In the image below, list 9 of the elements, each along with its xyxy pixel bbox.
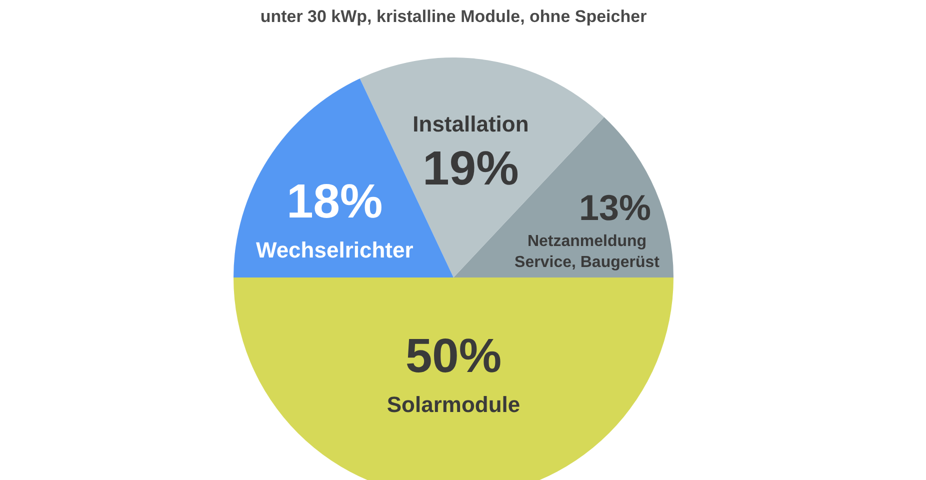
data-label: 13% [579,187,652,228]
slice-label: Netzanmeldung Service, Baugerüst [514,233,660,272]
data-label: 19% [422,142,519,196]
slice-label: Installation [412,111,529,136]
data-label: 50% [405,330,502,384]
data-label: 18% [286,176,383,229]
slice-label: Wechselrichter [256,238,414,263]
chart-subtitle: unter 30 kWp, kristalline Module, ohne Speicher [260,7,648,26]
slice-label: Solarmodule [386,392,520,418]
